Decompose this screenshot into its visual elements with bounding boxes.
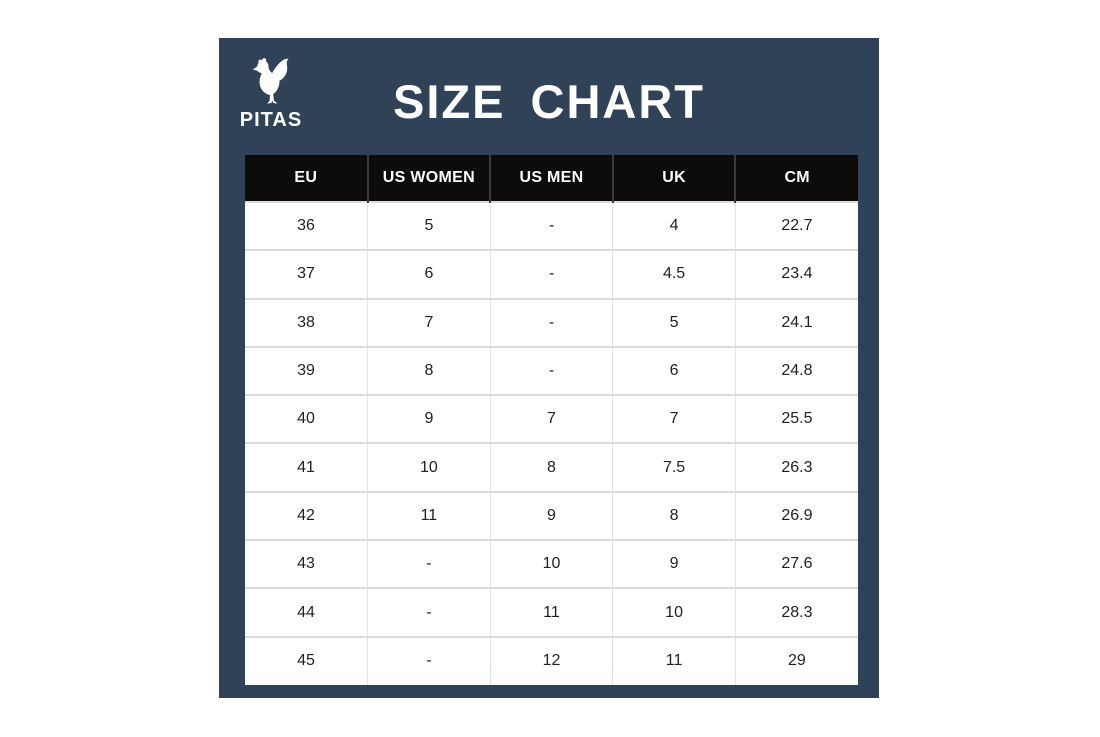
table-cell: 10 bbox=[490, 539, 614, 589]
table-body: 36 5-4 22.7 37 6-4.5 23.4 38 7-5 24.1 39 8-6 24.8 40… bbox=[245, 200, 858, 685]
table-cell: 42 bbox=[245, 490, 369, 541]
table-cell: 7 bbox=[612, 394, 736, 444]
table-cell: 36 bbox=[245, 200, 369, 251]
table-cell: 37 bbox=[245, 249, 369, 299]
table-row: 42 11 9 8 26.9 bbox=[245, 490, 858, 541]
size-chart-panel: PITAS SIZE CHART EU US WOMEN US MEN UK CM 36… bbox=[219, 38, 879, 698]
rooster-icon bbox=[252, 58, 289, 104]
table-row: 41 10 8 7.5 26.3 bbox=[245, 442, 858, 492]
table-row: 45-12 11 29 bbox=[245, 635, 858, 685]
table-cell: 11 bbox=[490, 587, 614, 637]
table-cell: 44 bbox=[245, 587, 369, 637]
table-cell: 8 bbox=[490, 442, 614, 492]
table-cell: 28.3 bbox=[735, 587, 858, 637]
table-cell: - bbox=[490, 297, 614, 347]
size-table: EU US WOMEN US MEN UK CM 36 5-4 22.7 37 6-4.5 23.… bbox=[245, 155, 858, 685]
table-row: 40 9 7 7 25.5 bbox=[245, 394, 858, 444]
size-table-container: EU US WOMEN US MEN UK CM 36 5-4 22.7 37 6-4.5 23.… bbox=[245, 155, 858, 685]
table-cell: 11 bbox=[612, 635, 736, 685]
table-cell: 29 bbox=[735, 635, 858, 685]
table-row: 44-11 10 28.3 bbox=[245, 587, 858, 637]
table-cell: 5 bbox=[367, 200, 491, 251]
table-cell: 24.1 bbox=[735, 297, 858, 347]
table-row: 36 5-4 22.7 bbox=[245, 200, 858, 251]
column-header: US MEN bbox=[490, 155, 614, 202]
column-header: EU bbox=[245, 155, 369, 202]
table-cell: 9 bbox=[367, 394, 491, 444]
table-cell: 4 bbox=[612, 200, 736, 251]
table-header: EU US WOMEN US MEN UK CM bbox=[245, 155, 858, 202]
table-cell: 26.3 bbox=[735, 442, 858, 492]
table-cell: 38 bbox=[245, 297, 369, 347]
table-row: 43-10 9 27.6 bbox=[245, 539, 858, 589]
table-cell: 9 bbox=[612, 539, 736, 589]
table-cell: 11 bbox=[367, 490, 491, 541]
table-cell: 27.6 bbox=[735, 539, 858, 589]
table-cell: 45 bbox=[245, 635, 369, 685]
table-cell: - bbox=[490, 249, 614, 299]
brand-name: PITAS bbox=[239, 109, 303, 131]
header-row: EU US WOMEN US MEN UK CM bbox=[245, 155, 858, 202]
table-cell: 10 bbox=[367, 442, 491, 492]
table-cell: 6 bbox=[612, 345, 736, 396]
table-cell: 39 bbox=[245, 345, 369, 396]
table-cell: 25.5 bbox=[735, 394, 858, 444]
table-cell: - bbox=[367, 539, 491, 589]
table-cell: 23.4 bbox=[735, 249, 858, 299]
table-cell: 8 bbox=[612, 490, 736, 541]
table-cell: 24.8 bbox=[735, 345, 858, 396]
table-cell: 12 bbox=[490, 635, 614, 685]
table-row: 37 6-4.5 23.4 bbox=[245, 249, 858, 299]
table-cell: 41 bbox=[245, 442, 369, 492]
table-row: 38 7-5 24.1 bbox=[245, 297, 858, 347]
table-cell: - bbox=[367, 635, 491, 685]
table-cell: - bbox=[367, 587, 491, 637]
column-header: UK bbox=[612, 155, 737, 202]
column-header: US WOMEN bbox=[367, 155, 492, 202]
table-cell: 8 bbox=[367, 345, 491, 396]
table-cell: 26.9 bbox=[735, 490, 858, 541]
table-cell: 7 bbox=[490, 394, 614, 444]
table-cell: 7.5 bbox=[612, 442, 736, 492]
brand-logo: PITAS bbox=[235, 56, 307, 132]
column-header: CM bbox=[735, 155, 858, 202]
table-cell: 43 bbox=[245, 539, 369, 589]
table-cell: - bbox=[490, 200, 614, 251]
table-cell: 5 bbox=[612, 297, 736, 347]
table-cell: 7 bbox=[367, 297, 491, 347]
table-cell: 6 bbox=[367, 249, 491, 299]
table-cell: 40 bbox=[245, 394, 369, 444]
table-cell: 4.5 bbox=[612, 249, 736, 299]
table-row: 39 8-6 24.8 bbox=[245, 345, 858, 396]
table-cell: 22.7 bbox=[735, 200, 858, 251]
table-cell: 9 bbox=[490, 490, 614, 541]
page-title: SIZE CHART bbox=[393, 75, 705, 128]
table-cell: - bbox=[490, 345, 614, 396]
table-cell: 10 bbox=[612, 587, 736, 637]
